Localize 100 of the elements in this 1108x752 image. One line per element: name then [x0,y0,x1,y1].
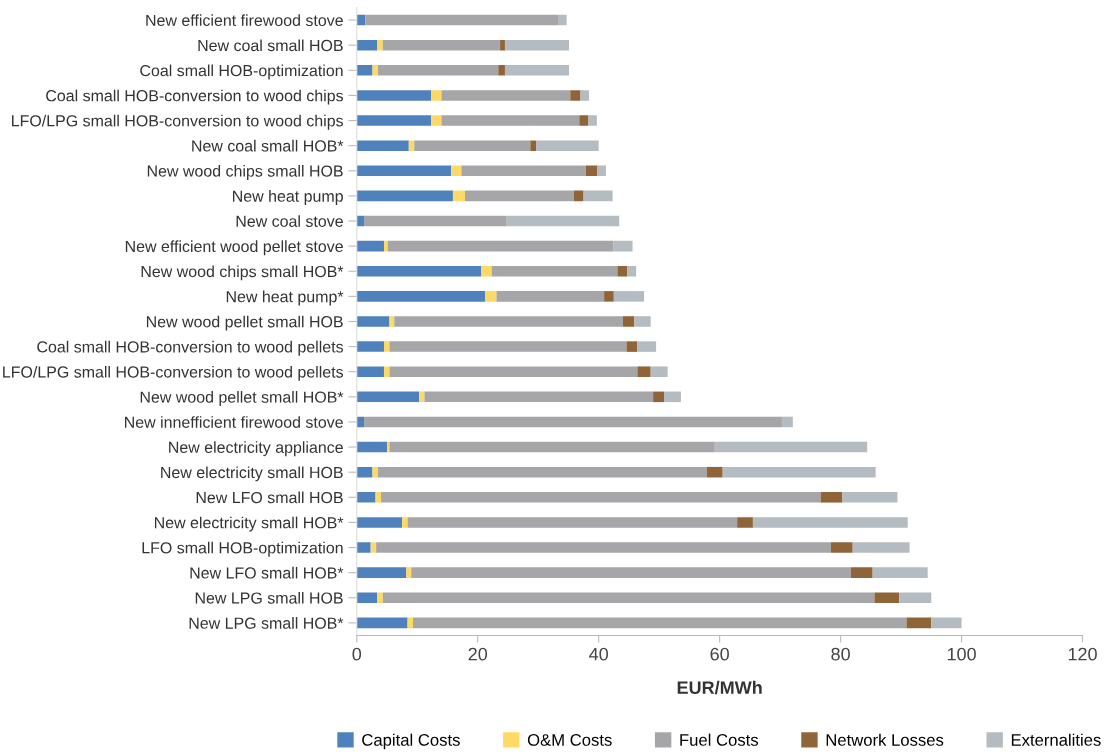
bar [626,341,638,352]
bar [414,140,531,151]
bar [389,366,638,377]
bar [387,240,614,252]
bar [383,366,390,377]
bar [382,39,501,51]
bar [504,39,570,51]
bar [431,115,442,126]
bar [382,592,875,604]
y-tick-label: New coal small HOB [198,39,343,52]
bar [356,316,390,327]
bar [852,542,910,553]
bar [536,140,599,151]
bar [484,291,497,302]
y-tick-label: New LPG small HOB* [189,617,344,629]
bar [573,190,584,202]
bar [830,542,853,553]
bar [408,140,415,151]
y-tick-label: New coal small HOB* [192,139,344,152]
bar [356,165,452,177]
y-tick-label: New wood pellet small HOB* [140,391,344,406]
bar [650,366,668,377]
legend-label: Capital Costs [362,733,460,750]
bar [424,391,654,403]
bar [570,90,581,101]
bar [634,316,651,327]
legend-label: Externalities [1011,733,1101,746]
bar [383,240,388,252]
bar [356,567,407,578]
bar [377,39,383,51]
bar [375,492,381,503]
bar [356,492,376,503]
bar [356,517,403,528]
y-tick-label: LFO/LPG small HOB-conversion to wood pellets [3,365,344,381]
x-tick-label: 80 [831,647,850,661]
bar [356,617,408,629]
bar [356,240,384,252]
y-tick-label: Coal small HOB-optimization [140,64,343,80]
bar [389,441,715,453]
bar [372,65,378,76]
bar [737,517,753,528]
bar [637,341,657,352]
bar [406,567,412,578]
bar [580,90,590,101]
bar [874,592,900,604]
bar [613,291,645,302]
bar [781,416,793,428]
y-tick-label: New wood pellet small HOB [146,315,343,331]
bar [356,90,432,101]
bar [356,265,482,277]
bar [356,416,365,428]
x-tick-label: 60 [710,647,729,661]
legend-label: O&M Costs [527,734,612,746]
bar [906,617,932,629]
bar [356,115,432,126]
bar [365,14,559,26]
bar [500,39,505,51]
y-tick-label: New heat pump [233,190,343,205]
x-tick-label: 120 [1068,647,1097,661]
bar [491,265,618,277]
y-tick-label: New heat pump* [226,290,344,306]
legend-label: Fuel Costs [680,733,759,746]
bar [653,391,665,403]
bar [356,592,378,604]
bar [872,567,928,578]
bar [498,65,505,76]
bar [588,115,597,126]
y-tick-label: New LFO small HOB [196,491,343,504]
bar [377,592,383,604]
bar [356,65,373,76]
bar [380,492,821,503]
bar [496,291,605,302]
bar [842,492,898,503]
bar [706,466,723,478]
bar [452,190,466,202]
bar [356,215,365,227]
bar [637,366,651,377]
bar [356,39,378,51]
y-tick-label: LFO small HOB-optimization [142,541,343,557]
y-tick-label: LFO/LPG small HOB-conversion to wood chips [12,114,344,130]
bar [714,441,868,453]
bar [506,215,620,227]
bar [899,592,932,604]
bar [377,466,707,478]
bar [407,517,738,528]
y-tick-label: New LFO small HOB* [190,566,344,579]
bar [389,341,627,352]
bar [481,265,492,277]
bar [356,14,366,26]
bar [504,65,570,76]
y-tick-label: Coal small HOB-conversion to wood pellets [37,340,344,356]
bar [820,492,843,503]
bar [356,441,388,453]
bar [377,65,499,76]
bar [664,391,681,403]
bar [356,391,420,403]
bar [356,366,384,377]
bar [413,617,907,629]
x-tick-label: 100 [947,647,976,661]
bar [622,316,635,327]
